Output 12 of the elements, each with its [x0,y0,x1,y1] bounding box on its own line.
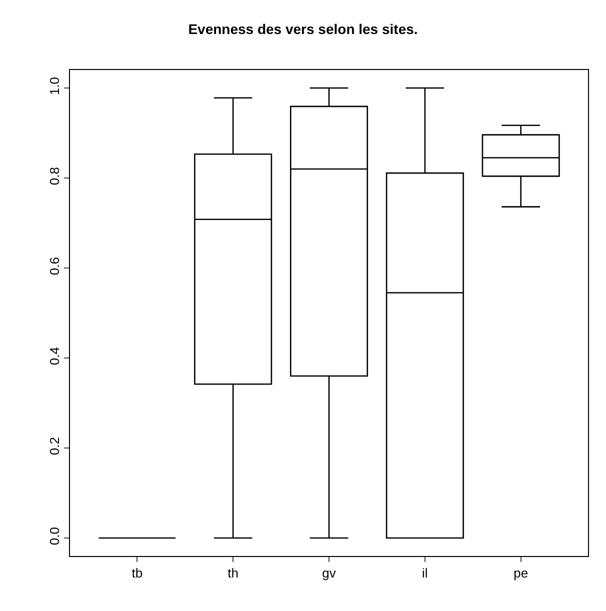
x-tick-label: pe [514,566,528,581]
y-tick-label: 0.4 [46,347,62,366]
x-tick-label: il [422,566,428,581]
x-tick-label: tb [132,566,143,581]
y-tick-label: 1.0 [46,77,62,96]
chart-title: Evenness des vers selon les sites. [188,21,418,38]
y-tick-label: 0.6 [46,257,62,276]
y-tick-label: 0.2 [46,437,62,456]
y-tick-label: 0.8 [46,167,62,186]
x-tick-label: th [228,566,238,581]
x-tick-label: gv [322,566,336,581]
y-tick-label: 0.0 [46,527,62,546]
